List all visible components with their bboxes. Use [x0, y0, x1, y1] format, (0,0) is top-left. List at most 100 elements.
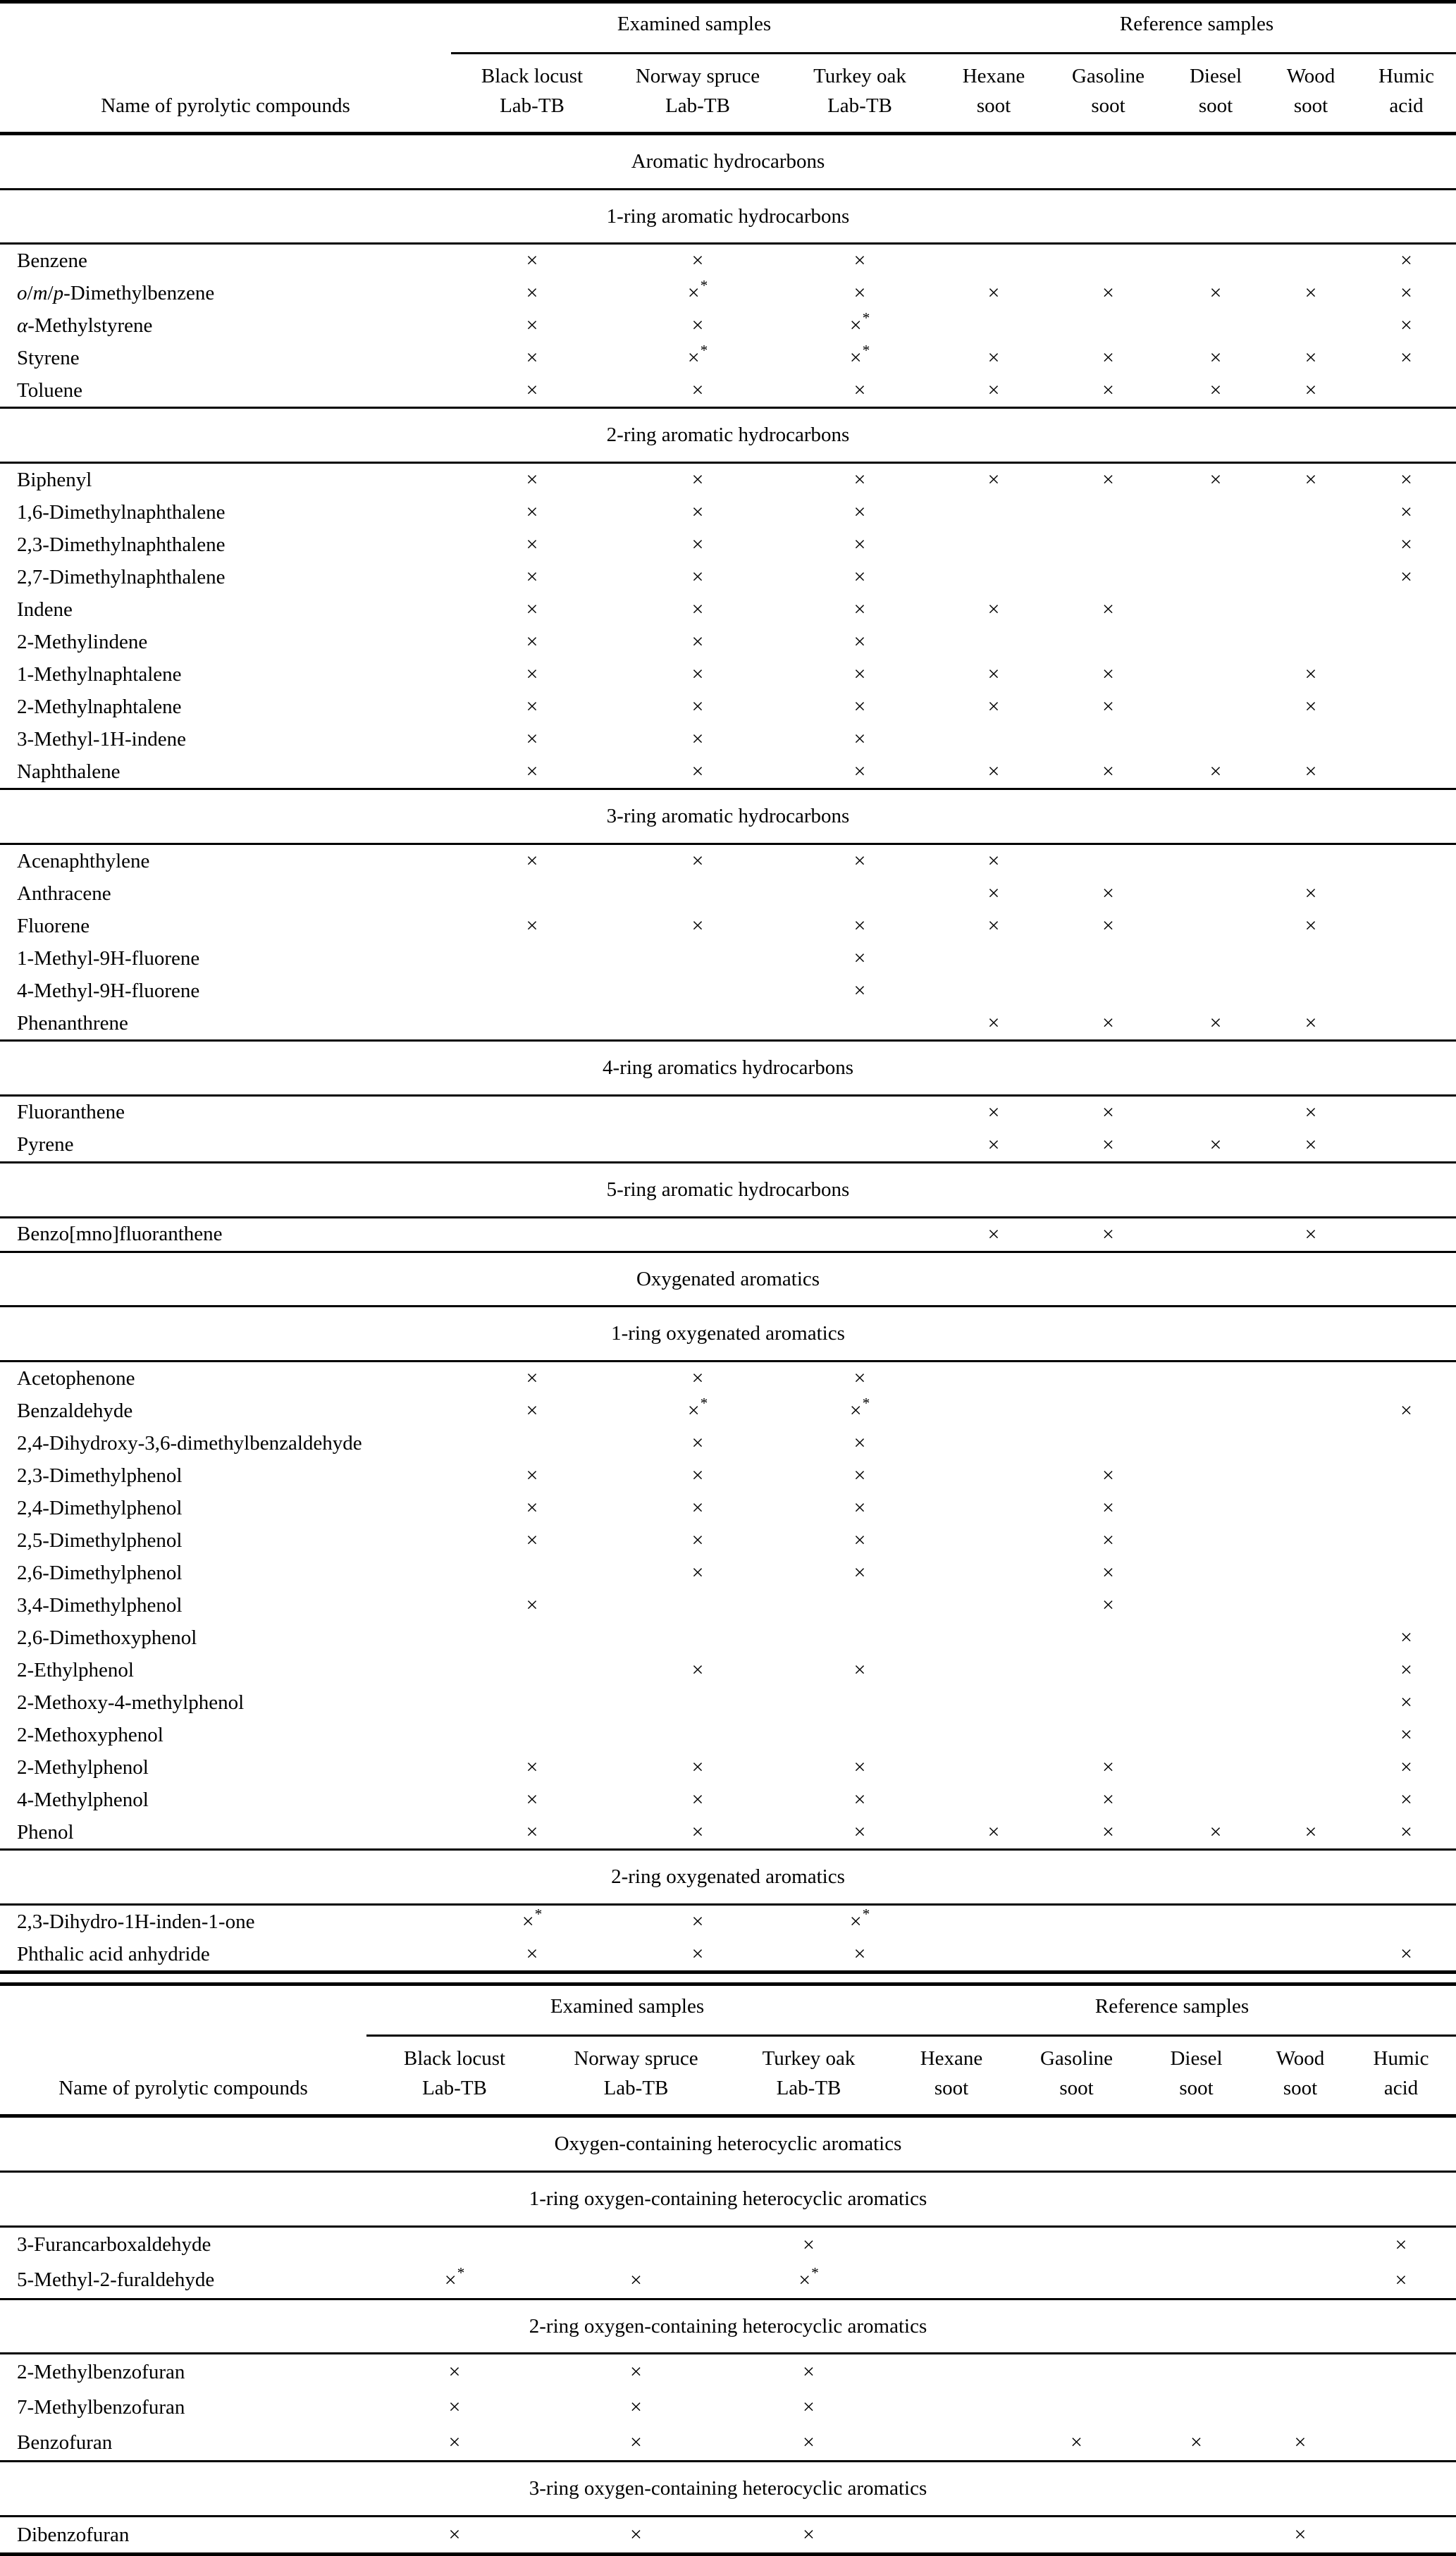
name-column-header: Name of pyrolytic compounds	[0, 53, 451, 135]
empty-cell	[451, 1719, 613, 1751]
empty-cell	[451, 877, 613, 910]
table-row: Indene × × × × ×	[0, 593, 1456, 626]
subsection-title-row: 3-ring oxygen-containing heterocyclic ar…	[0, 2460, 1456, 2518]
compound-name: 1,6-Dimethylnaphthalene	[17, 500, 226, 524]
mark-cell-gasoline: ×	[1102, 1132, 1114, 1156]
table-row: 4-Methyl-9H-fluorene ×	[0, 975, 1456, 1007]
empty-cell	[937, 496, 1050, 529]
column-header-line1: Gasoline	[1039, 2046, 1113, 2070]
column-header-humic: Humic acid	[1346, 2035, 1456, 2118]
empty-cell	[937, 1395, 1050, 1427]
mark-cell-norway-spruce: ×	[691, 1788, 704, 1812]
compound-name: Fluoranthene	[17, 1101, 125, 1124]
table-row: Benzene × × × ×	[0, 244, 1456, 278]
section-title-row: Oxygenated aromatics	[0, 1250, 1456, 1308]
asterisk-superscript: *	[862, 1906, 870, 1923]
mark-cell-hexane: ×	[987, 1222, 1000, 1246]
mark-cell-turkey-oak: ×	[853, 727, 866, 751]
empty-cell	[1265, 1905, 1357, 1939]
empty-cell	[451, 975, 613, 1007]
column-header-line1: Black locust	[403, 2046, 506, 2070]
column-header-line1: Turkey oak	[762, 2046, 856, 2070]
mark-cell-norway-spruce: ×*	[687, 277, 708, 305]
empty-cell	[1166, 1557, 1265, 1589]
empty-cell	[1357, 755, 1456, 789]
column-header-line2: soot	[934, 2076, 969, 2099]
mark-cell-diesel: ×	[1209, 468, 1222, 492]
mark-cell-humic: ×	[1400, 1723, 1412, 1747]
mark-cell-gasoline: ×	[1102, 1820, 1114, 1844]
mark-cell-turkey-oak: ×	[853, 1755, 866, 1779]
empty-cell	[1166, 1686, 1265, 1719]
column-header-line1: Diesel	[1189, 64, 1242, 87]
empty-cell	[1166, 1095, 1265, 1129]
compound-name: Biphenyl	[17, 468, 92, 491]
empty-cell	[1265, 844, 1357, 878]
compound-name: 2,6-Dimethoxyphenol	[17, 1626, 197, 1649]
column-header-line1: Hexane	[962, 64, 1025, 87]
mark-cell-gasoline: ×	[1102, 598, 1114, 622]
empty-cell	[1357, 1589, 1456, 1622]
empty-cell	[1138, 2517, 1254, 2555]
mark-cell-turkey-oak: ×	[853, 281, 866, 305]
table-row: 2,3-Dimethylnaphthalene × × × ×	[0, 529, 1456, 561]
compound-name: Styrene	[17, 347, 80, 370]
empty-cell	[937, 1719, 1050, 1751]
compound-name: Acetophenone	[17, 1366, 135, 1390]
mark-cell-diesel: ×	[1209, 378, 1222, 402]
empty-cell	[613, 942, 782, 975]
mark-cell-norway-spruce: ×	[691, 630, 704, 654]
empty-cell	[1050, 942, 1166, 975]
empty-cell	[1265, 1686, 1357, 1719]
mark-cell-gasoline: ×	[1102, 1100, 1114, 1124]
table-row: Biphenyl × × × × × × × ×	[0, 463, 1456, 497]
empty-cell	[1015, 2354, 1138, 2390]
table-row: 2,6-Dimethoxyphenol ×	[0, 1622, 1456, 1654]
mark-cell-humic: ×	[1400, 1658, 1412, 1682]
mark-cell-black-locust: ×	[526, 565, 538, 589]
mark-cell-humic: ×	[1400, 1942, 1412, 1966]
table-row: Phenol × × × × × × × ×	[0, 1816, 1456, 1850]
empty-cell	[1265, 723, 1357, 755]
mark-cell-wood: ×	[1304, 695, 1317, 719]
empty-cell	[1166, 1751, 1265, 1784]
empty-cell	[1265, 496, 1357, 529]
mark-cell-humic: ×	[1400, 281, 1412, 305]
mark-cell-turkey-oak: ×	[853, 630, 866, 654]
mark-cell-turkey-oak: ×	[853, 468, 866, 492]
mark-cell-wood: ×	[1304, 882, 1317, 906]
mark-cell-norway-spruce: ×	[691, 468, 704, 492]
empty-cell	[1357, 1905, 1456, 1939]
mark-cell-wood: ×	[1294, 2431, 1307, 2455]
empty-cell	[888, 2425, 1015, 2462]
compound-name: α-Methylstyrene	[17, 314, 153, 338]
column-header-line1: Gasoline	[1071, 64, 1145, 87]
mark-cell-hexane: ×	[987, 1132, 1000, 1156]
empty-cell	[888, 2517, 1015, 2555]
empty-cell	[782, 1686, 937, 1719]
empty-cell	[782, 1719, 937, 1751]
mark-cell-turkey-oak: ×	[853, 500, 866, 524]
table-row: α-Methylstyrene × × ×* ×	[0, 309, 1456, 342]
empty-cell	[1357, 1129, 1456, 1163]
mark-cell-hexane: ×	[987, 882, 1000, 906]
table-row: 1,6-Dimethylnaphthalene × × × ×	[0, 496, 1456, 529]
column-header-gasoline: Gasoline soot	[1015, 2035, 1139, 2118]
empty-cell	[1346, 2354, 1456, 2390]
mark-cell-hexane: ×	[987, 914, 1000, 938]
empty-cell	[1166, 942, 1265, 975]
empty-cell	[1166, 496, 1265, 529]
mark-cell-turkey-oak: ×	[853, 946, 866, 970]
empty-cell	[1138, 2390, 1254, 2425]
mark-cell-gasoline: ×	[1102, 1011, 1114, 1035]
mark-cell-hexane: ×	[987, 695, 1000, 719]
empty-cell	[1166, 723, 1265, 755]
empty-cell	[451, 942, 613, 975]
subsection-title-row: 5-ring aromatic hydrocarbons	[0, 1161, 1456, 1218]
empty-cell	[1050, 1719, 1166, 1751]
empty-cell	[1166, 1938, 1265, 1972]
mark-cell-norway-spruce: ×	[691, 1464, 704, 1488]
compound-name: 2,6-Dimethylphenol	[17, 1561, 183, 1584]
empty-cell	[937, 723, 1050, 755]
mark-cell-diesel: ×	[1209, 281, 1222, 305]
